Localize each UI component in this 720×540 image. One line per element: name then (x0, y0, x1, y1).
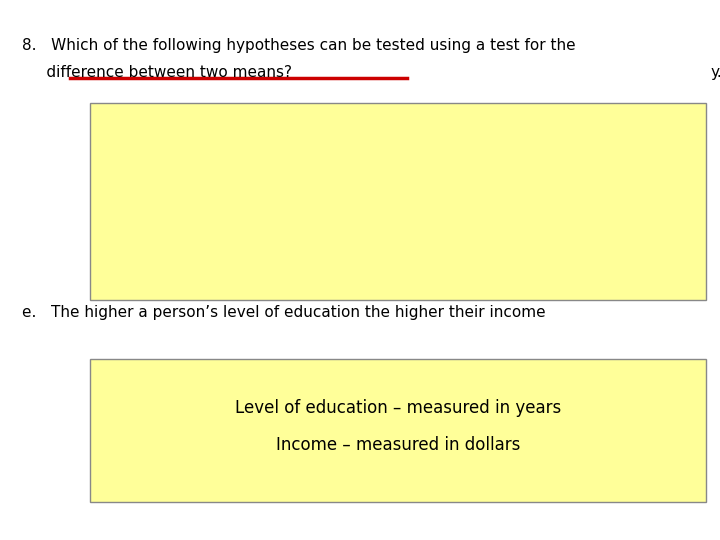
Text: difference between two means?: difference between two means? (22, 65, 292, 80)
FancyBboxPatch shape (90, 359, 706, 502)
Text: Level of education – measured in years: Level of education – measured in years (235, 399, 562, 417)
Text: Income – measured in dollars: Income – measured in dollars (276, 436, 521, 455)
Text: y.: y. (711, 65, 720, 80)
Text: e.   The higher a person’s level of education the higher their income: e. The higher a person’s level of educat… (22, 305, 545, 320)
Text: 8.   Which of the following hypotheses can be tested using a test for the: 8. Which of the following hypotheses can… (22, 38, 575, 53)
FancyBboxPatch shape (90, 103, 706, 300)
